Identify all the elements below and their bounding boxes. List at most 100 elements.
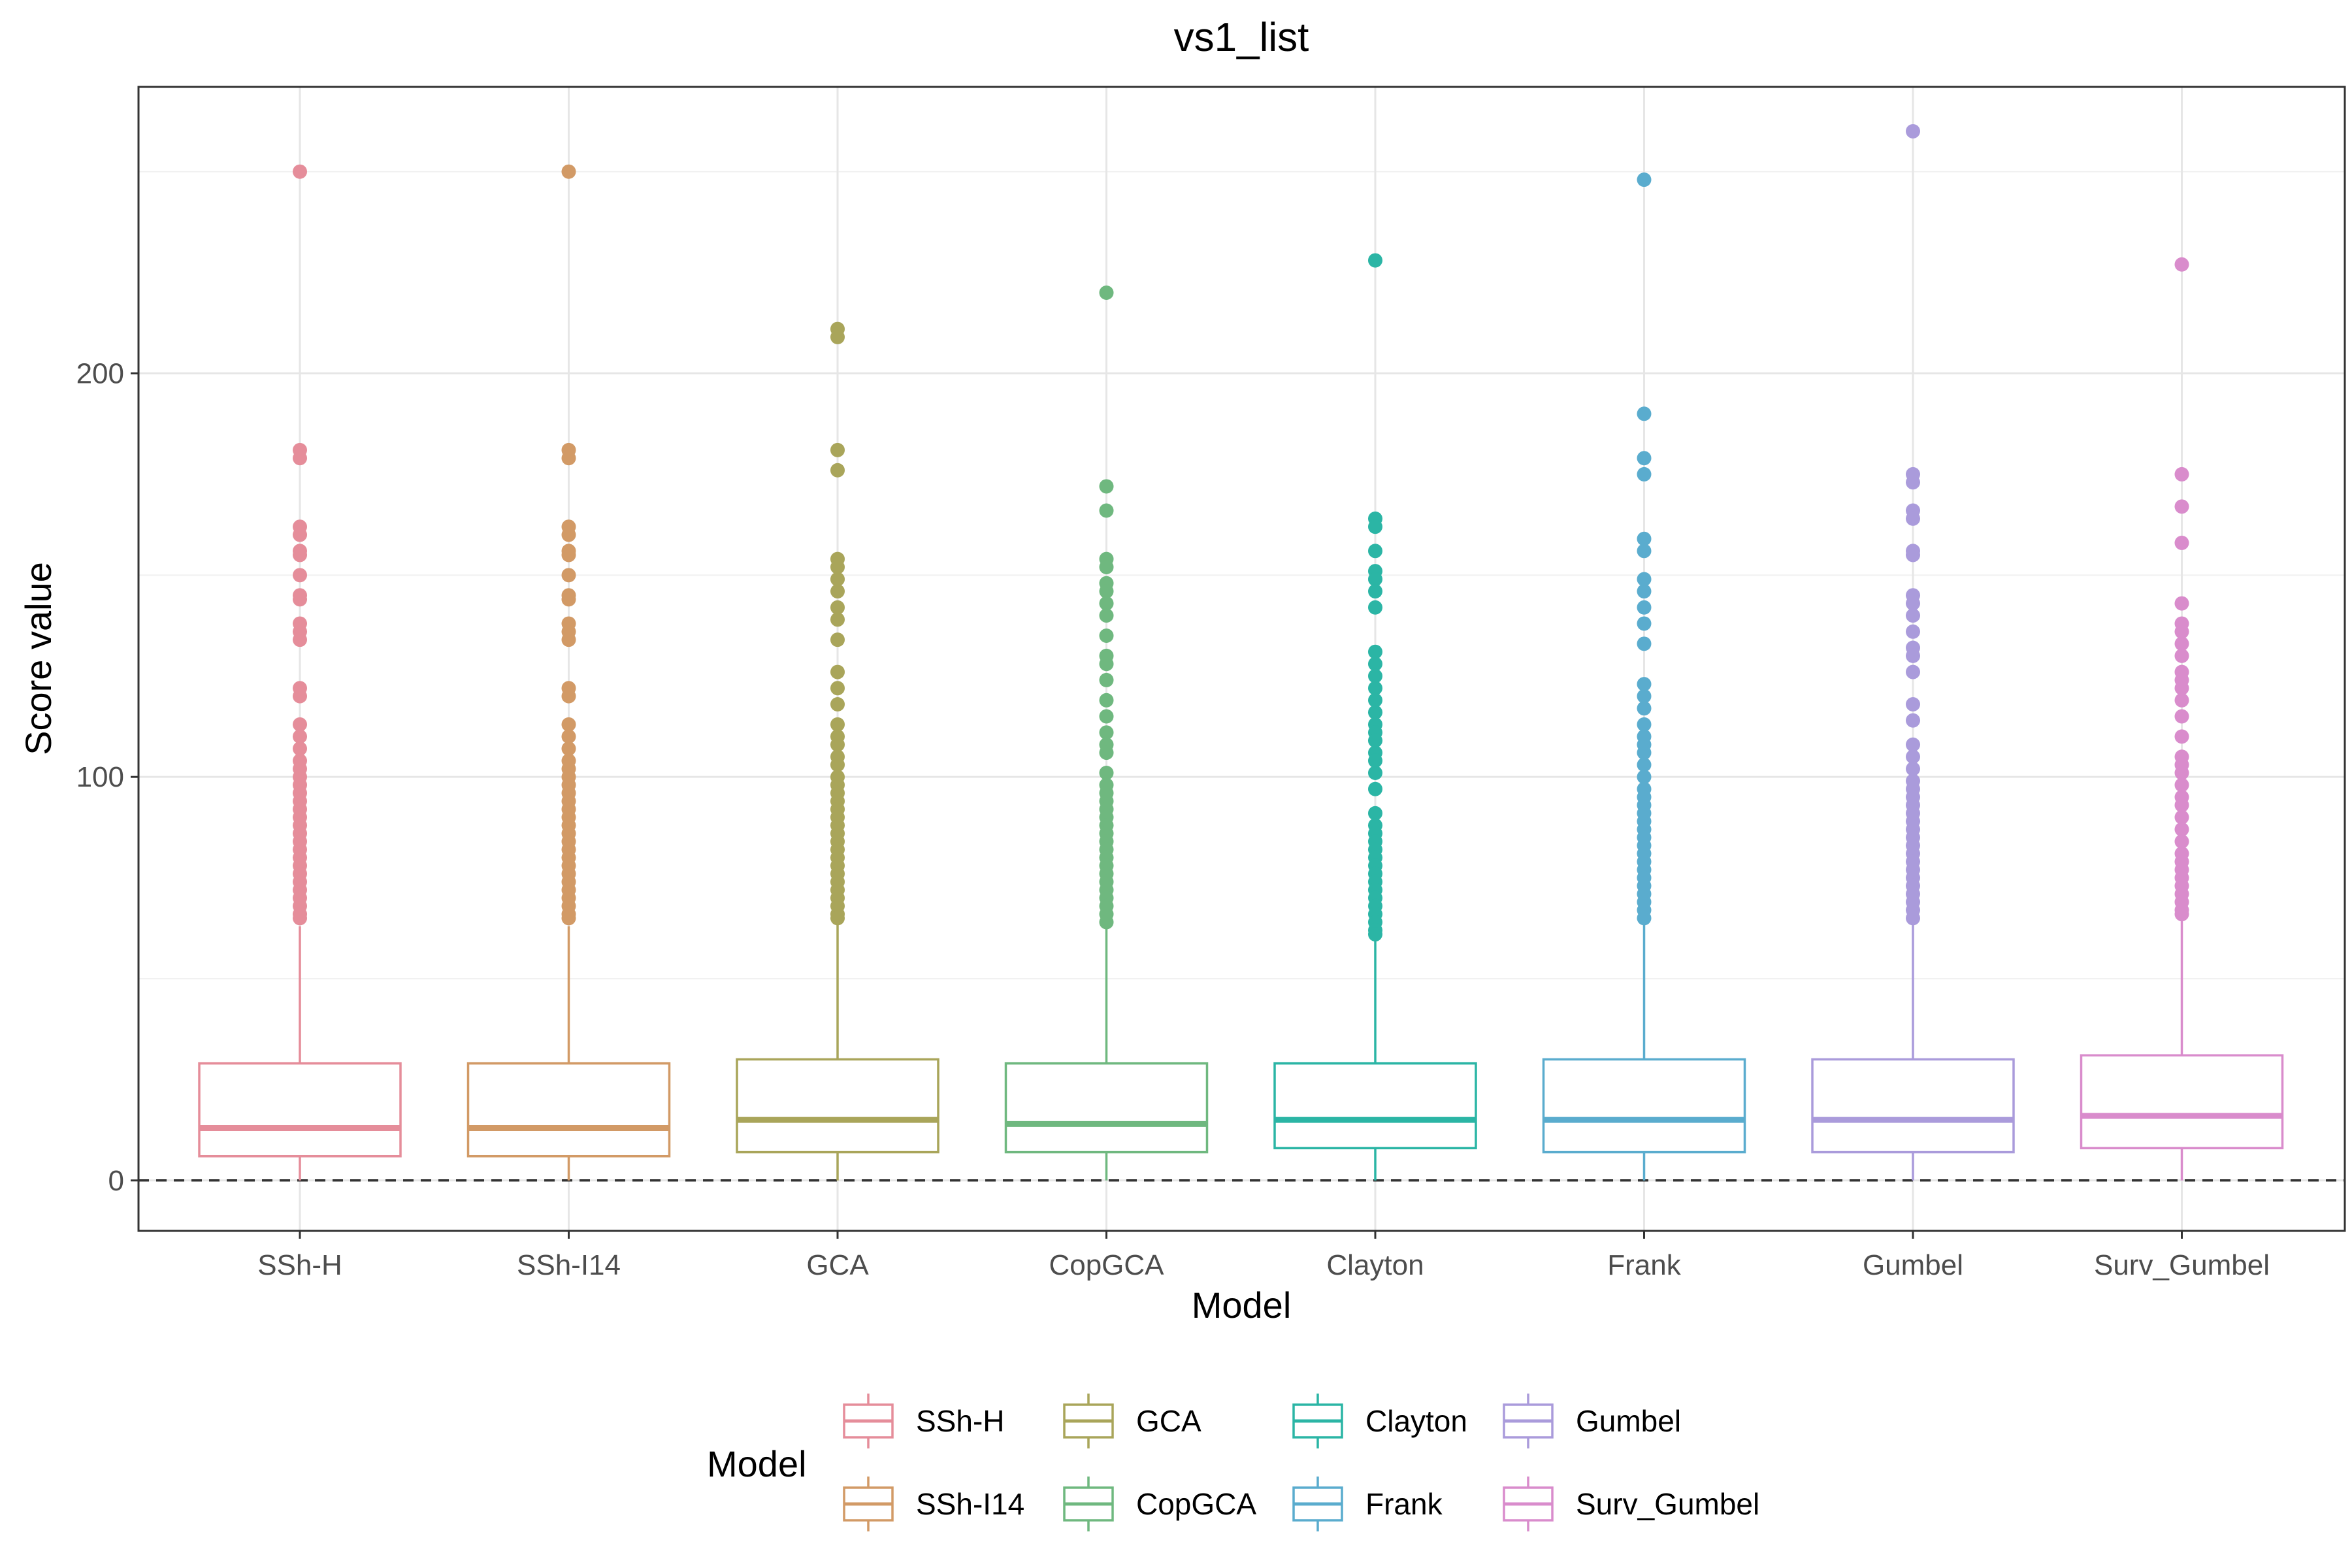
outlier-point: [2174, 624, 2189, 639]
outlier-point: [293, 451, 307, 466]
outlier-point: [2174, 648, 2189, 663]
x-axis-title: Model: [1192, 1284, 1292, 1326]
legend-label: SSh-H: [916, 1404, 1004, 1438]
outlier-point: [830, 329, 845, 344]
outlier-point: [2174, 777, 2189, 792]
outlier-point: [1099, 584, 1114, 599]
outlier-point: [1368, 806, 1382, 821]
box: [1811, 1058, 2015, 1154]
outlier-point: [1637, 600, 1652, 615]
outlier-point: [1099, 479, 1114, 494]
outlier-point: [2174, 257, 2189, 272]
outlier-point: [561, 451, 576, 466]
outlier-point: [1368, 572, 1382, 587]
y-axis-title: Score value: [18, 562, 59, 755]
outlier-point: [561, 632, 576, 647]
outlier-point: [293, 592, 307, 607]
outlier-point: [1906, 749, 1920, 764]
x-tick-label: Surv_Gumbel: [2094, 1249, 2270, 1281]
outlier-point: [1099, 672, 1114, 687]
outlier-point: [2174, 693, 2189, 708]
box-group-SSh-I14: [466, 164, 671, 1181]
outlier-point: [2174, 499, 2189, 514]
outlier-point: [1637, 677, 1652, 692]
outlier-point: [1368, 657, 1382, 672]
outlier-point: [1368, 600, 1382, 615]
outlier-point: [2174, 798, 2189, 813]
outlier-point: [830, 757, 845, 772]
outlier-point: [293, 911, 307, 926]
legend: Model SSh-H SSh-I14 GCA CopGCA Clayton Frank G…: [707, 1394, 1759, 1531]
outlier-point: [2174, 709, 2189, 724]
legend-key-Gumbel: [1503, 1394, 1554, 1448]
legend-key-Clayton: [1292, 1394, 1343, 1448]
outlier-point: [830, 681, 845, 696]
outlier-point: [1099, 608, 1114, 623]
x-tick-label: SSh-I14: [517, 1249, 621, 1281]
x-tick-label: GCA: [806, 1249, 869, 1281]
outlier-point: [1637, 531, 1652, 546]
outlier-point: [830, 612, 845, 627]
outlier-point: [1637, 636, 1652, 651]
outlier-point: [561, 689, 576, 704]
outlier-point: [293, 632, 307, 647]
outlier-point: [1637, 757, 1652, 772]
outlier-point: [1099, 559, 1114, 574]
legend-key-SSh-I14: [843, 1477, 894, 1531]
outlier-point: [561, 729, 576, 744]
outlier-point: [1368, 253, 1382, 268]
outlier-point: [1368, 584, 1382, 599]
outlier-point: [1906, 624, 1920, 639]
box-group-GCA: [736, 321, 939, 1181]
legend-title: Model: [707, 1443, 807, 1484]
outlier-point: [1906, 648, 1920, 663]
outlier-point: [2174, 636, 2189, 651]
box-group-Frank: [1542, 172, 1746, 1181]
outlier-point: [1906, 547, 1920, 563]
legend-key-Surv_Gumbel: [1503, 1477, 1554, 1531]
legend-label: CopGCA: [1136, 1487, 1256, 1521]
outlier-point: [293, 164, 307, 179]
legend-label: Clayton: [1365, 1404, 1467, 1438]
x-tick-label: Gumbel: [1863, 1249, 1963, 1281]
outlier-point: [1637, 172, 1652, 188]
outlier-point: [830, 584, 845, 599]
outlier-point: [2174, 729, 2189, 744]
x-tick-label: SSh-H: [257, 1249, 342, 1281]
box: [736, 1058, 939, 1154]
outlier-point: [561, 547, 576, 563]
outlier-point: [1637, 770, 1652, 785]
outlier-point: [2174, 681, 2189, 696]
legend-label: GCA: [1136, 1404, 1201, 1438]
box: [2080, 1054, 2284, 1150]
outlier-point: [293, 568, 307, 583]
outlier-point: [1637, 717, 1652, 732]
outlier-point: [561, 741, 576, 756]
outlier-point: [1368, 733, 1382, 748]
outlier-point: [2174, 907, 2189, 922]
outlier-point: [1637, 406, 1652, 421]
outlier-point: [1099, 709, 1114, 724]
legend-label: Gumbel: [1576, 1404, 1681, 1438]
legend-key-SSh-H: [843, 1394, 894, 1448]
chart-title: vs1_list: [1174, 15, 1309, 60]
outlier-point: [293, 689, 307, 704]
outlier-point: [830, 600, 845, 615]
outlier-point: [2174, 809, 2189, 825]
legend-label: Surv_Gumbel: [1576, 1487, 1759, 1521]
outlier-point: [1637, 745, 1652, 760]
outlier-point: [1906, 123, 1920, 139]
box: [1004, 1062, 1209, 1154]
legend-label: SSh-I14: [916, 1487, 1024, 1521]
outlier-point: [1099, 503, 1114, 518]
y-tick-label: 0: [108, 1165, 124, 1197]
x-tick-label: Frank: [1607, 1249, 1681, 1281]
outlier-point: [1099, 596, 1114, 611]
outlier-point: [1906, 511, 1920, 526]
outlier-point: [561, 527, 576, 542]
box: [1273, 1062, 1477, 1150]
outlier-point: [1637, 572, 1652, 587]
outlier-point: [293, 729, 307, 744]
